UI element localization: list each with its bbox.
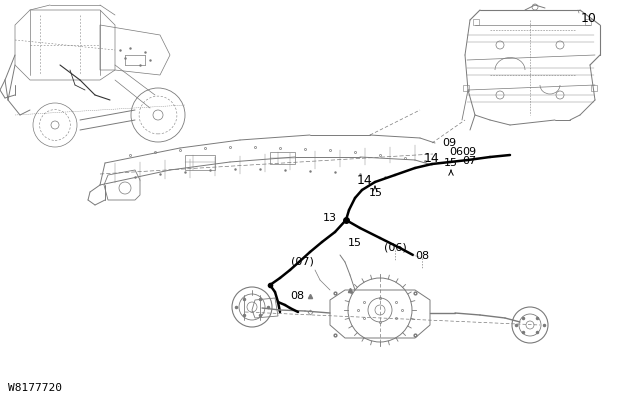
Text: 14: 14 xyxy=(424,152,440,164)
Text: 14: 14 xyxy=(357,174,373,187)
Text: (07): (07) xyxy=(291,257,314,267)
Text: 09: 09 xyxy=(442,138,456,148)
Text: (06): (06) xyxy=(384,242,406,252)
Bar xyxy=(473,19,479,25)
Bar xyxy=(585,19,591,25)
Text: 15: 15 xyxy=(369,188,383,198)
Bar xyxy=(591,85,597,91)
Bar xyxy=(185,155,215,170)
Bar xyxy=(463,85,469,91)
Text: 13: 13 xyxy=(323,213,337,223)
Text: 08: 08 xyxy=(290,291,304,301)
Text: 10: 10 xyxy=(581,12,597,25)
Text: W8177720: W8177720 xyxy=(8,383,62,393)
Text: 08: 08 xyxy=(415,251,429,261)
Text: 06: 06 xyxy=(449,147,463,157)
Text: 07: 07 xyxy=(462,156,476,166)
Text: 09: 09 xyxy=(462,147,476,157)
Text: 15: 15 xyxy=(348,238,362,248)
Text: 15: 15 xyxy=(444,158,458,168)
Bar xyxy=(270,152,295,164)
